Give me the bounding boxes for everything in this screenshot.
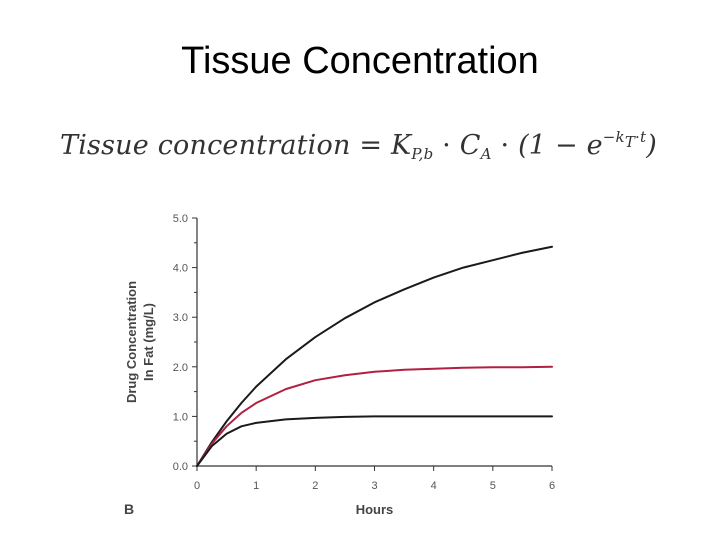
equation-exponent-subscript: T <box>624 133 636 151</box>
y-axis-title-line-2: In Fat (mg/L) <box>141 303 156 381</box>
y-tick-label: 4.0 <box>173 263 188 275</box>
x-tick-label: 6 <box>549 480 555 492</box>
equation-k-subscript: P,b <box>411 145 434 163</box>
x-tick-label: 4 <box>431 480 437 492</box>
equation-exponent-k: −k <box>602 128 625 146</box>
tissue-concentration-equation: Tissue concentration = KP,b · CA · (1 − … <box>60 128 657 163</box>
x-tick-label: 3 <box>371 480 377 492</box>
panel-label: B <box>124 501 134 517</box>
equation-exponent-dot: · <box>635 128 641 146</box>
chart-axes <box>196 218 552 467</box>
series-line-1 <box>196 245 553 467</box>
equation-dot-2: · <box>500 130 510 161</box>
x-tick-label: 2 <box>312 480 318 492</box>
equation-exponent-t: t <box>640 128 647 146</box>
slide-title: Tissue Concentration <box>181 40 539 82</box>
series-line-2 <box>196 365 553 467</box>
equation-c: C <box>459 130 481 161</box>
y-tick-label: 5.0 <box>173 213 188 225</box>
equation-dot-1: · <box>442 130 451 161</box>
y-tick-label: 3.0 <box>173 312 188 324</box>
equation-exponent: −kT·t <box>602 128 647 151</box>
x-tick-label: 1 <box>253 480 259 492</box>
chart-ticks: 0 1 2 3 4 5 6 0.0 1.0 2.0 3.0 4.0 5.0 <box>173 213 555 492</box>
equation-equals: = <box>359 130 383 161</box>
y-axis-title-line-1: Drug Concentration <box>124 281 139 403</box>
x-axis-title: Hours <box>356 502 394 517</box>
y-tick-label: 0.0 <box>173 461 188 473</box>
x-tick-label: 5 <box>490 480 496 492</box>
chart-series-group <box>196 245 553 467</box>
equation-lhs: Tissue concentration <box>60 130 351 161</box>
equation-c-subscript: A <box>480 145 492 163</box>
y-tick-label: 2.0 <box>173 362 188 374</box>
y-tick-label: 1.0 <box>173 411 188 423</box>
equation-k: K <box>390 130 412 161</box>
x-tick-label: 0 <box>194 480 200 492</box>
equation-e: e <box>586 130 603 161</box>
series-line-3 <box>196 415 553 467</box>
equation-paren-close: ) <box>646 130 657 161</box>
equation-paren-open: (1 − <box>518 130 578 161</box>
